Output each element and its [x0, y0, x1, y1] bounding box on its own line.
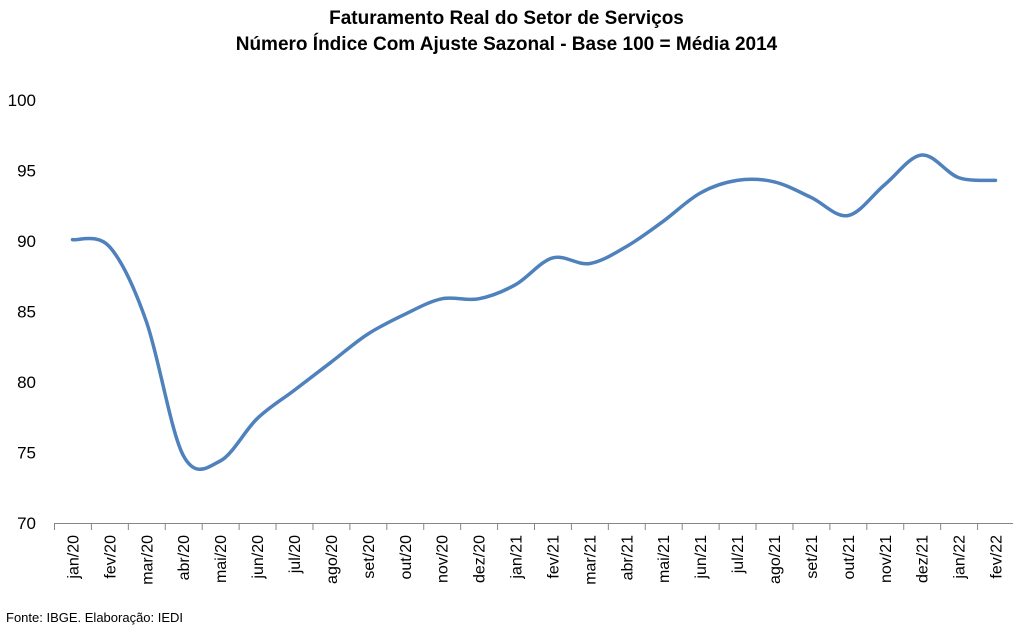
source-note: Fonte: IBGE. Elaboração: IEDI [6, 610, 184, 625]
x-tick-label: mai/20 [213, 535, 230, 583]
y-tick-label: 75 [17, 444, 36, 463]
x-tick-label: jun/20 [250, 535, 267, 580]
x-tick-label: jul/20 [287, 535, 304, 574]
x-tick-label: out/21 [841, 535, 858, 580]
y-tick-label: 100 [8, 91, 36, 110]
x-tick-label: set/20 [361, 535, 378, 579]
x-tick-label: dez/20 [472, 535, 489, 583]
x-tick-label: nov/20 [435, 535, 452, 583]
x-tick-label: ago/21 [767, 535, 784, 584]
x-tick-label: fev/20 [102, 535, 119, 579]
x-tick-label: jul/21 [730, 535, 747, 574]
y-tick-label: 80 [17, 373, 36, 392]
x-tick-label: jan/20 [65, 535, 82, 580]
y-tick-label: 85 [17, 303, 36, 322]
x-tick-label: set/21 [804, 535, 821, 579]
x-tick-label: jan/22 [952, 535, 969, 580]
y-tick-label: 90 [17, 232, 36, 251]
chart-title-block: Faturamento Real do Setor de Serviços Nú… [0, 6, 1013, 58]
x-tick-label: nov/21 [878, 535, 895, 583]
y-axis-ticks: 70 75 80 85 90 95 100 [8, 91, 36, 533]
chart-subtitle: Número Índice Com Ajuste Sazonal - Base … [235, 34, 778, 55]
x-tick-label: mar/20 [139, 535, 156, 585]
x-tick-label: abr/21 [619, 535, 636, 580]
x-tick-label: jan/21 [509, 535, 526, 580]
x-tick-label: dez/21 [915, 535, 932, 583]
x-tick-label: out/20 [398, 535, 415, 580]
x-tick-label: mar/21 [582, 535, 599, 585]
x-tick-label: fev/21 [545, 535, 562, 579]
x-tick-label: jun/21 [693, 535, 710, 580]
x-tick-label: mai/21 [656, 535, 673, 583]
y-tick-label: 95 [17, 162, 36, 181]
x-axis-ticks [54, 523, 979, 530]
series-line [70, 153, 998, 471]
x-axis-labels: jan/20 fev/20 mar/20 abr/20 mai/20 jun/20 jul/… [65, 535, 1005, 585]
x-tick-label: ago/20 [324, 535, 341, 584]
x-tick-label: fev/22 [989, 535, 1006, 579]
x-tick-label: abr/20 [176, 535, 193, 580]
y-tick-label: 70 [17, 514, 36, 533]
chart-title: Faturamento Real do Setor de Serviços [329, 8, 684, 29]
